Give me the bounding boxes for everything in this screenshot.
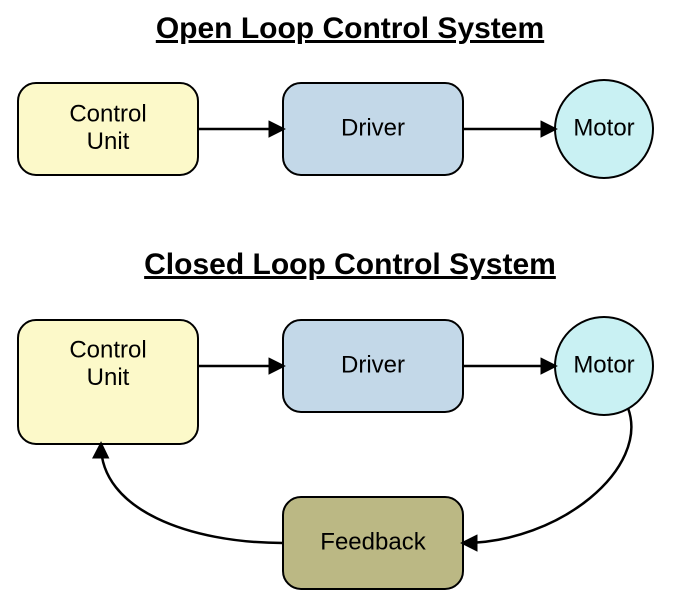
label-ol-driver-0: Driver <box>341 114 405 141</box>
node-cl-driver: Driver <box>283 320 463 412</box>
label-cl-feedback-0: Feedback <box>320 528 426 555</box>
label-ol-motor-0: Motor <box>573 114 634 141</box>
node-cl-feedback: Feedback <box>283 497 463 589</box>
diagram-closed-loop: Closed Loop Control System ControlUnit Dri… <box>18 248 653 589</box>
label-cl-motor-0: Motor <box>573 351 634 378</box>
edge-cl-e3 <box>463 408 631 543</box>
node-ol-motor: Motor <box>555 80 653 178</box>
label-cl-driver-0: Driver <box>341 351 405 378</box>
label-ol-control-1: Unit <box>87 128 130 155</box>
node-cl-motor: Motor <box>555 317 653 415</box>
node-cl-control: ControlUnit <box>18 320 198 444</box>
node-ol-control: ControlUnit <box>18 83 198 175</box>
label-ol-control-0: Control <box>69 101 146 128</box>
edge-cl-e4 <box>101 444 283 543</box>
diagram-open-loop: Open Loop Control System ControlUnit Drive… <box>18 12 653 178</box>
node-ol-driver: Driver <box>283 83 463 175</box>
label-cl-control-1: Unit <box>87 364 130 391</box>
title-closed-loop: Closed Loop Control System <box>144 248 556 281</box>
title-open-loop: Open Loop Control System <box>156 12 544 45</box>
label-cl-control-0: Control <box>69 337 146 364</box>
